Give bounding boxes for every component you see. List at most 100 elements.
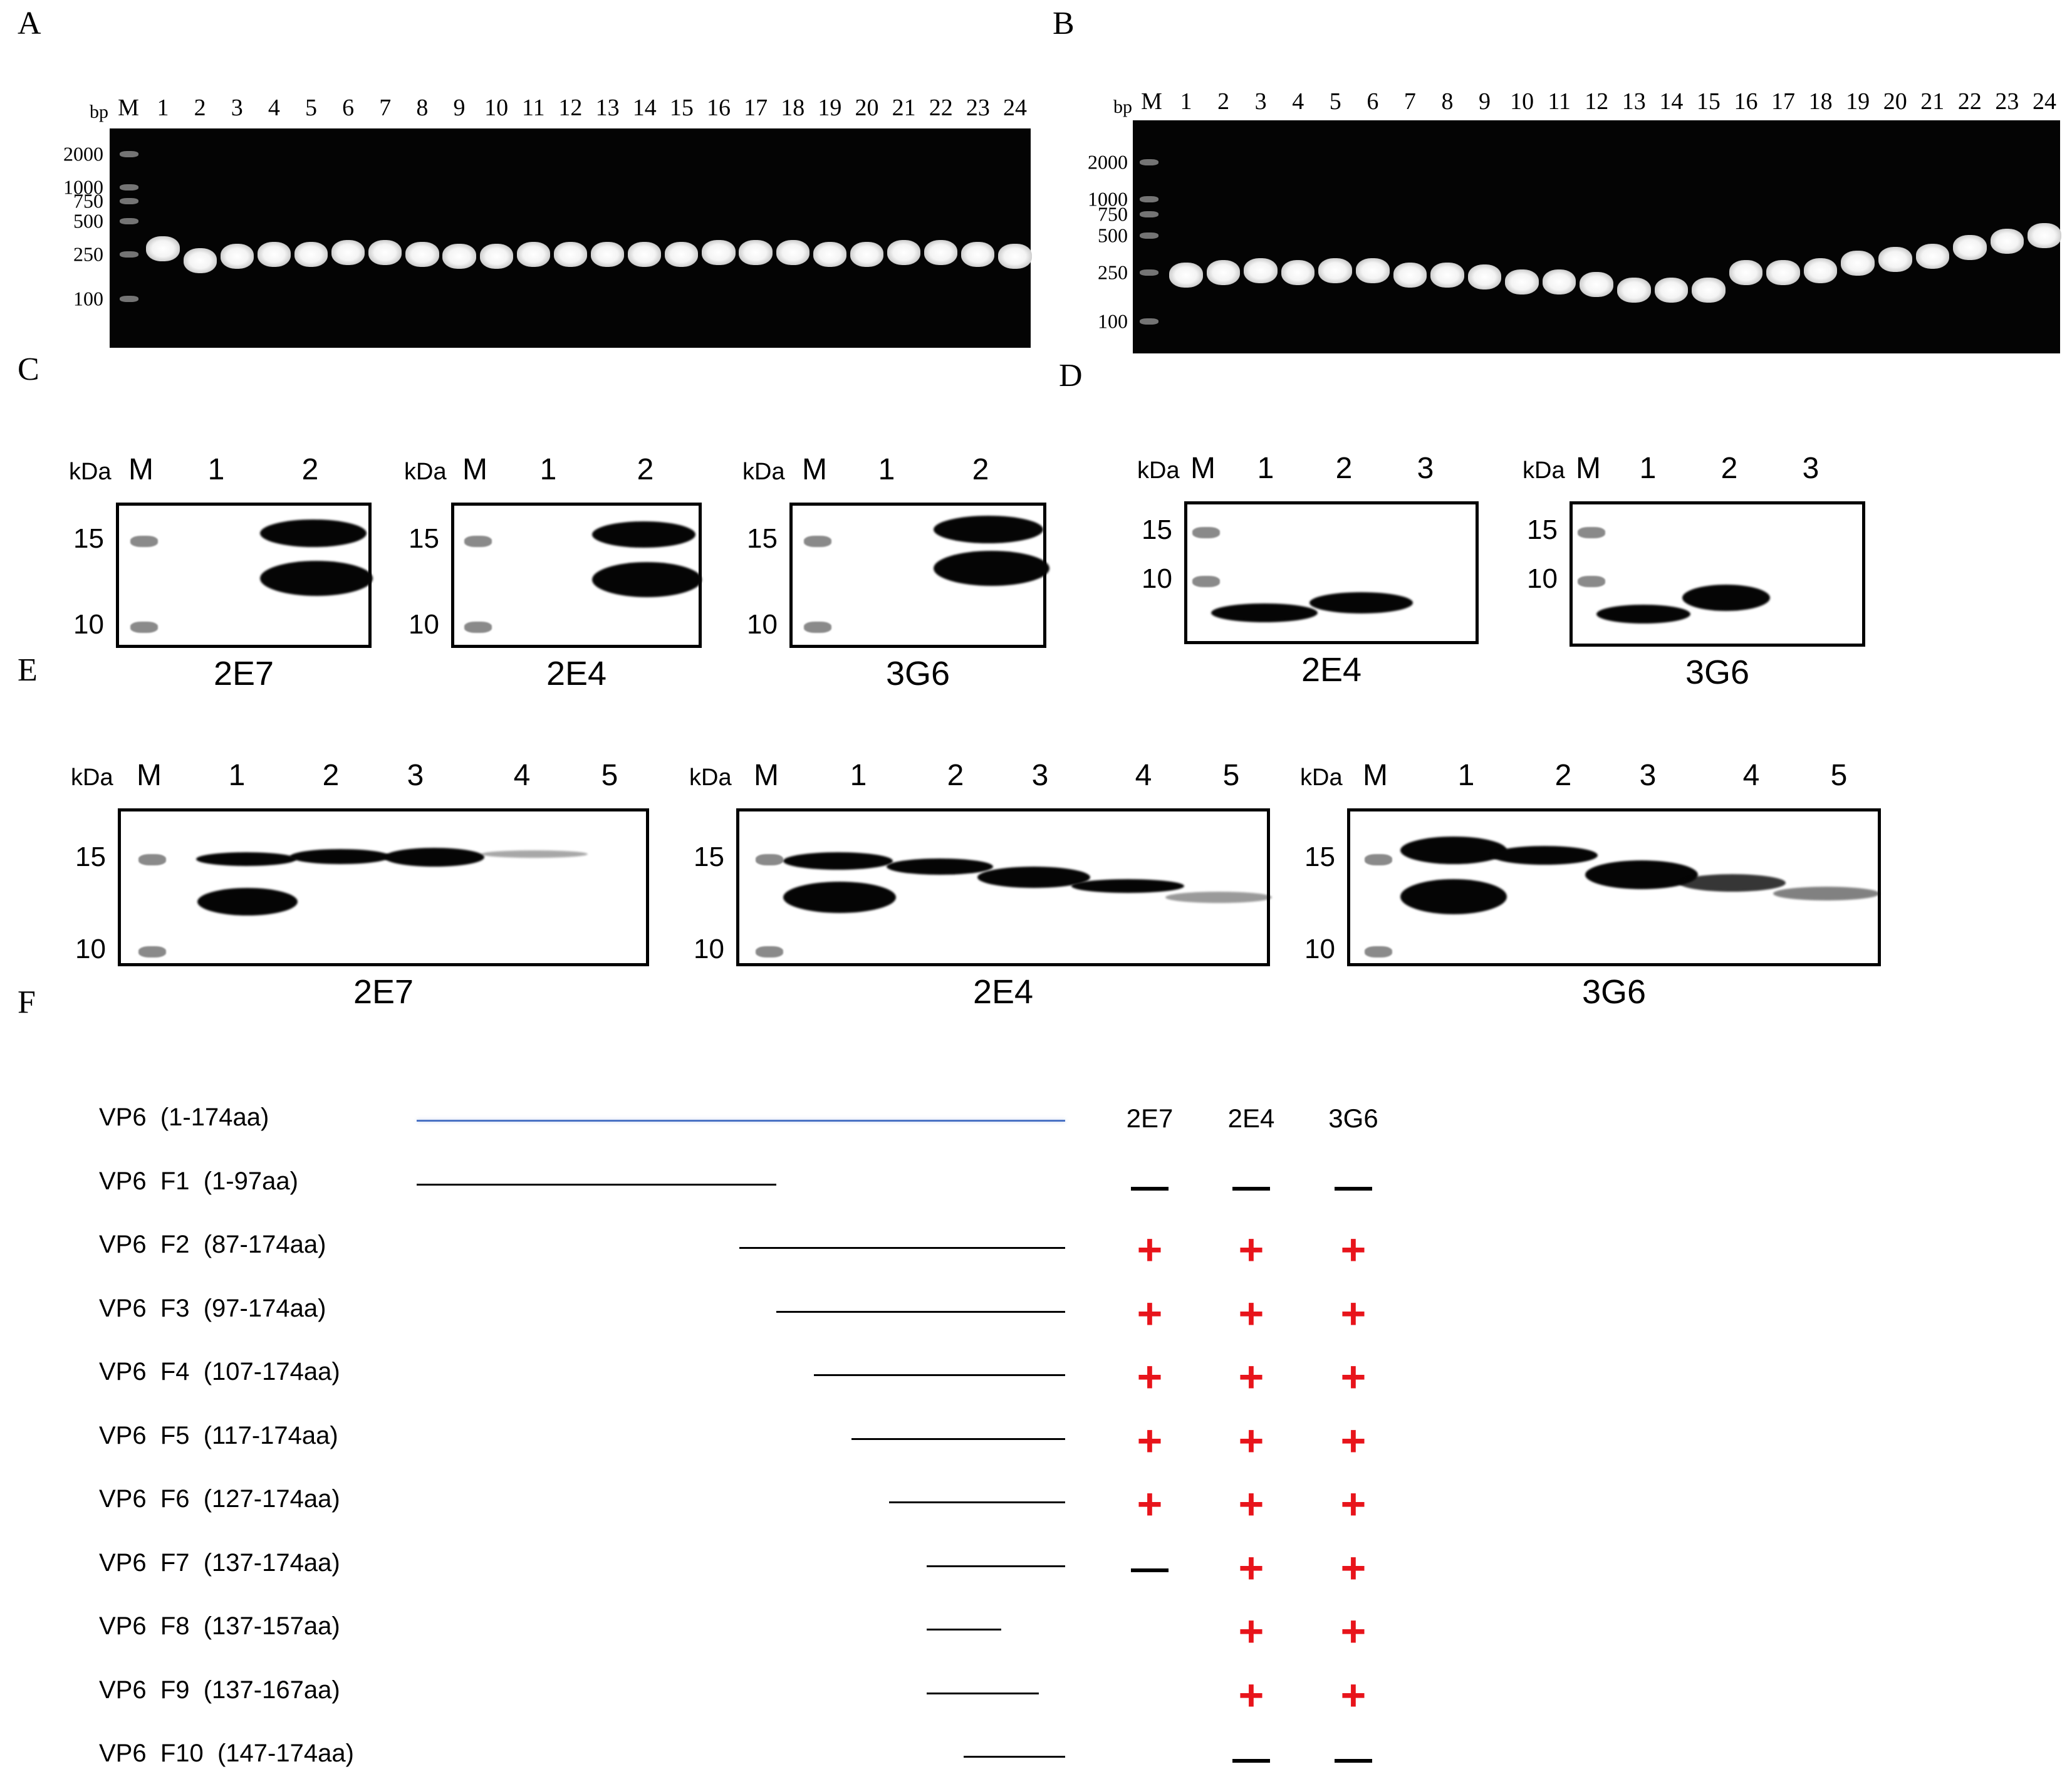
kda-label: kDa (404, 459, 447, 485)
lane-label: 2 (301, 453, 319, 486)
gel-a-lane-header: bp M 1 2 3 4 5 6 7 8 9 10 11 12 13 14 15 16 17 18 19 20 21 22… (0, 94, 1034, 125)
dna-band (1766, 260, 1800, 286)
fragment-label: VP6 F9 (137-167aa) (99, 1676, 340, 1704)
lane-label: 4 (513, 759, 531, 792)
lane-number: 20 (855, 95, 879, 121)
lane-number: 3 (231, 95, 243, 121)
marker-band (804, 622, 831, 633)
protein-band (1165, 892, 1272, 903)
kda-tick-label: 10 (747, 609, 778, 640)
lane-label: 2 (1554, 759, 1572, 792)
ladder-size-label: 1000 (1088, 187, 1128, 211)
marker-band (1192, 527, 1220, 538)
dna-band (1430, 262, 1464, 288)
lane-number: 6 (1367, 88, 1379, 115)
protein-band (887, 858, 993, 875)
lane-label: 5 (601, 759, 618, 792)
ladder-size-label: 100 (73, 287, 103, 310)
lane-number: 1 (157, 95, 169, 121)
lane-label: 4 (1742, 759, 1760, 792)
protein-band (592, 562, 702, 597)
antibody-name: 2E4 (546, 655, 607, 692)
ladder-size-label: 1000 (63, 175, 103, 199)
kda-tick-label: 15 (694, 842, 724, 872)
blot-membrane (116, 503, 373, 648)
lane-number: 12 (558, 95, 583, 121)
dna-band (1542, 269, 1576, 295)
fragment-label: VP6 F7 (137-174aa) (99, 1548, 340, 1577)
fragment-line (926, 1629, 1002, 1630)
marker-lane-label: M (1363, 759, 1388, 792)
gel-a-marker-label: M (118, 95, 139, 121)
kda-tick-label: 15 (73, 523, 104, 554)
dna-band (1692, 278, 1726, 303)
negative-result: — (1131, 1546, 1169, 1589)
lane-number: 15 (669, 95, 694, 121)
negative-result: — (1131, 1164, 1169, 1207)
marker-lane-label: M (754, 759, 779, 792)
kda-label: kDa (689, 764, 732, 791)
antibody-column-header: 2E4 (1227, 1103, 1275, 1133)
ladder-size-label: 2000 (63, 142, 103, 165)
positive-result: + (1340, 1416, 1367, 1465)
positive-result: + (1340, 1479, 1367, 1528)
fragment-label: VP6 (1-174aa) (99, 1103, 269, 1131)
protein-band (592, 521, 695, 548)
lane-number: 17 (1771, 88, 1796, 115)
blot-membrane (1570, 501, 1865, 647)
dna-band (702, 240, 736, 266)
lane-number: 16 (706, 95, 731, 121)
fragment-line (926, 1565, 1065, 1567)
dna-band (516, 242, 550, 268)
lane-number: 19 (1846, 88, 1870, 115)
antibody-name: 3G6 (885, 655, 950, 692)
dna-band (331, 240, 365, 266)
lane-number: 22 (1957, 88, 1982, 115)
lane-label: 1 (878, 453, 895, 486)
antibody-column-header: 2E7 (1126, 1103, 1174, 1133)
positive-result: + (1340, 1352, 1367, 1401)
lane-number: 4 (1292, 88, 1304, 115)
dna-band (887, 240, 921, 266)
positive-result: + (1238, 1288, 1264, 1338)
panel-label-c: C (18, 352, 39, 387)
protein-band (260, 561, 373, 596)
lane-number: 5 (305, 95, 318, 121)
lane-label: 1 (207, 453, 225, 486)
lane-number: 24 (2033, 88, 2056, 115)
marker-band (138, 946, 166, 957)
lane-number: 7 (1403, 88, 1416, 115)
protein-band (1585, 860, 1698, 889)
negative-result: — (1335, 1737, 1372, 1779)
lane-label: 4 (1135, 759, 1152, 792)
dna-band (1953, 235, 1987, 261)
dna-band (1244, 258, 1278, 283)
antibody-name: 2E7 (353, 973, 414, 1011)
dna-band (813, 242, 846, 268)
lane-number: 9 (453, 95, 466, 121)
lane-number: 13 (1622, 88, 1646, 115)
positive-result: + (1137, 1416, 1163, 1465)
ladder-band (1140, 211, 1158, 218)
kda-tick-label: 10 (1142, 563, 1172, 594)
lane-number: 15 (1696, 88, 1721, 115)
negative-result: — (1232, 1164, 1270, 1207)
kda-tick-label: 10 (1304, 934, 1335, 964)
antibody-name: 3G6 (1685, 654, 1750, 691)
fragment-line (851, 1437, 1065, 1440)
lane-number: 14 (632, 95, 657, 121)
dna-band (1356, 258, 1390, 283)
protein-band (783, 852, 893, 870)
negative-result: — (1335, 1164, 1372, 1207)
dna-band (1281, 260, 1315, 286)
fragment-line (417, 1120, 1065, 1122)
dna-band (665, 242, 699, 268)
fragment-line (888, 1501, 1065, 1503)
protein-band (977, 867, 1090, 888)
ladder-size-label: 250 (73, 243, 103, 266)
dna-band (1841, 250, 1875, 276)
panel-label-d: D (1059, 358, 1083, 394)
dna-band (590, 242, 625, 268)
marker-band (756, 946, 783, 957)
marker-lane-label: M (802, 453, 827, 486)
